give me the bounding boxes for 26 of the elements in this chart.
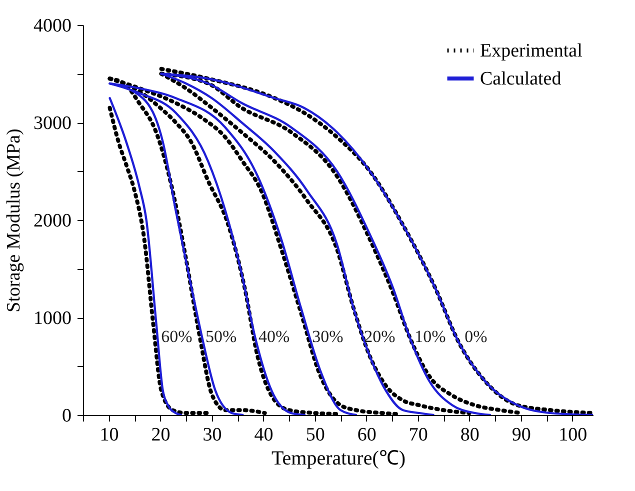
y-tick-label: 0 — [62, 406, 72, 426]
x-tick-label: 30 — [202, 424, 222, 446]
y-tick-label: 4000 — [34, 16, 72, 36]
annotation: 40% — [258, 327, 290, 346]
x-tick-label: 50 — [306, 424, 325, 446]
legend-label: Experimental — [480, 40, 582, 62]
x-tick-label: 100 — [558, 424, 588, 446]
annotation: 50% — [205, 327, 237, 346]
y-axis-title: Storage Modulus (MPa) — [4, 128, 24, 312]
annotation: 0% — [464, 327, 488, 346]
annotation: 30% — [312, 327, 344, 346]
y-tick-label: 2000 — [34, 210, 72, 232]
x-tick-label: 20 — [151, 424, 170, 446]
annotation: 10% — [414, 327, 446, 346]
x-tick-label: 10 — [100, 424, 119, 446]
y-tick-label: 1000 — [34, 308, 72, 329]
y-tick-label: 3000 — [34, 113, 72, 134]
x-tick-label: 60 — [357, 424, 376, 446]
x-tick-label: 70 — [408, 424, 428, 446]
legend-label: Calculated — [480, 68, 562, 90]
annotation: 20% — [364, 327, 396, 346]
annotation: 60% — [161, 327, 192, 346]
x-tick-label: 90 — [512, 424, 531, 446]
x-tick-label: 40 — [254, 424, 274, 446]
x-axis-title: Temperature(℃) — [271, 448, 406, 470]
x-tick-label: 80 — [460, 424, 480, 446]
